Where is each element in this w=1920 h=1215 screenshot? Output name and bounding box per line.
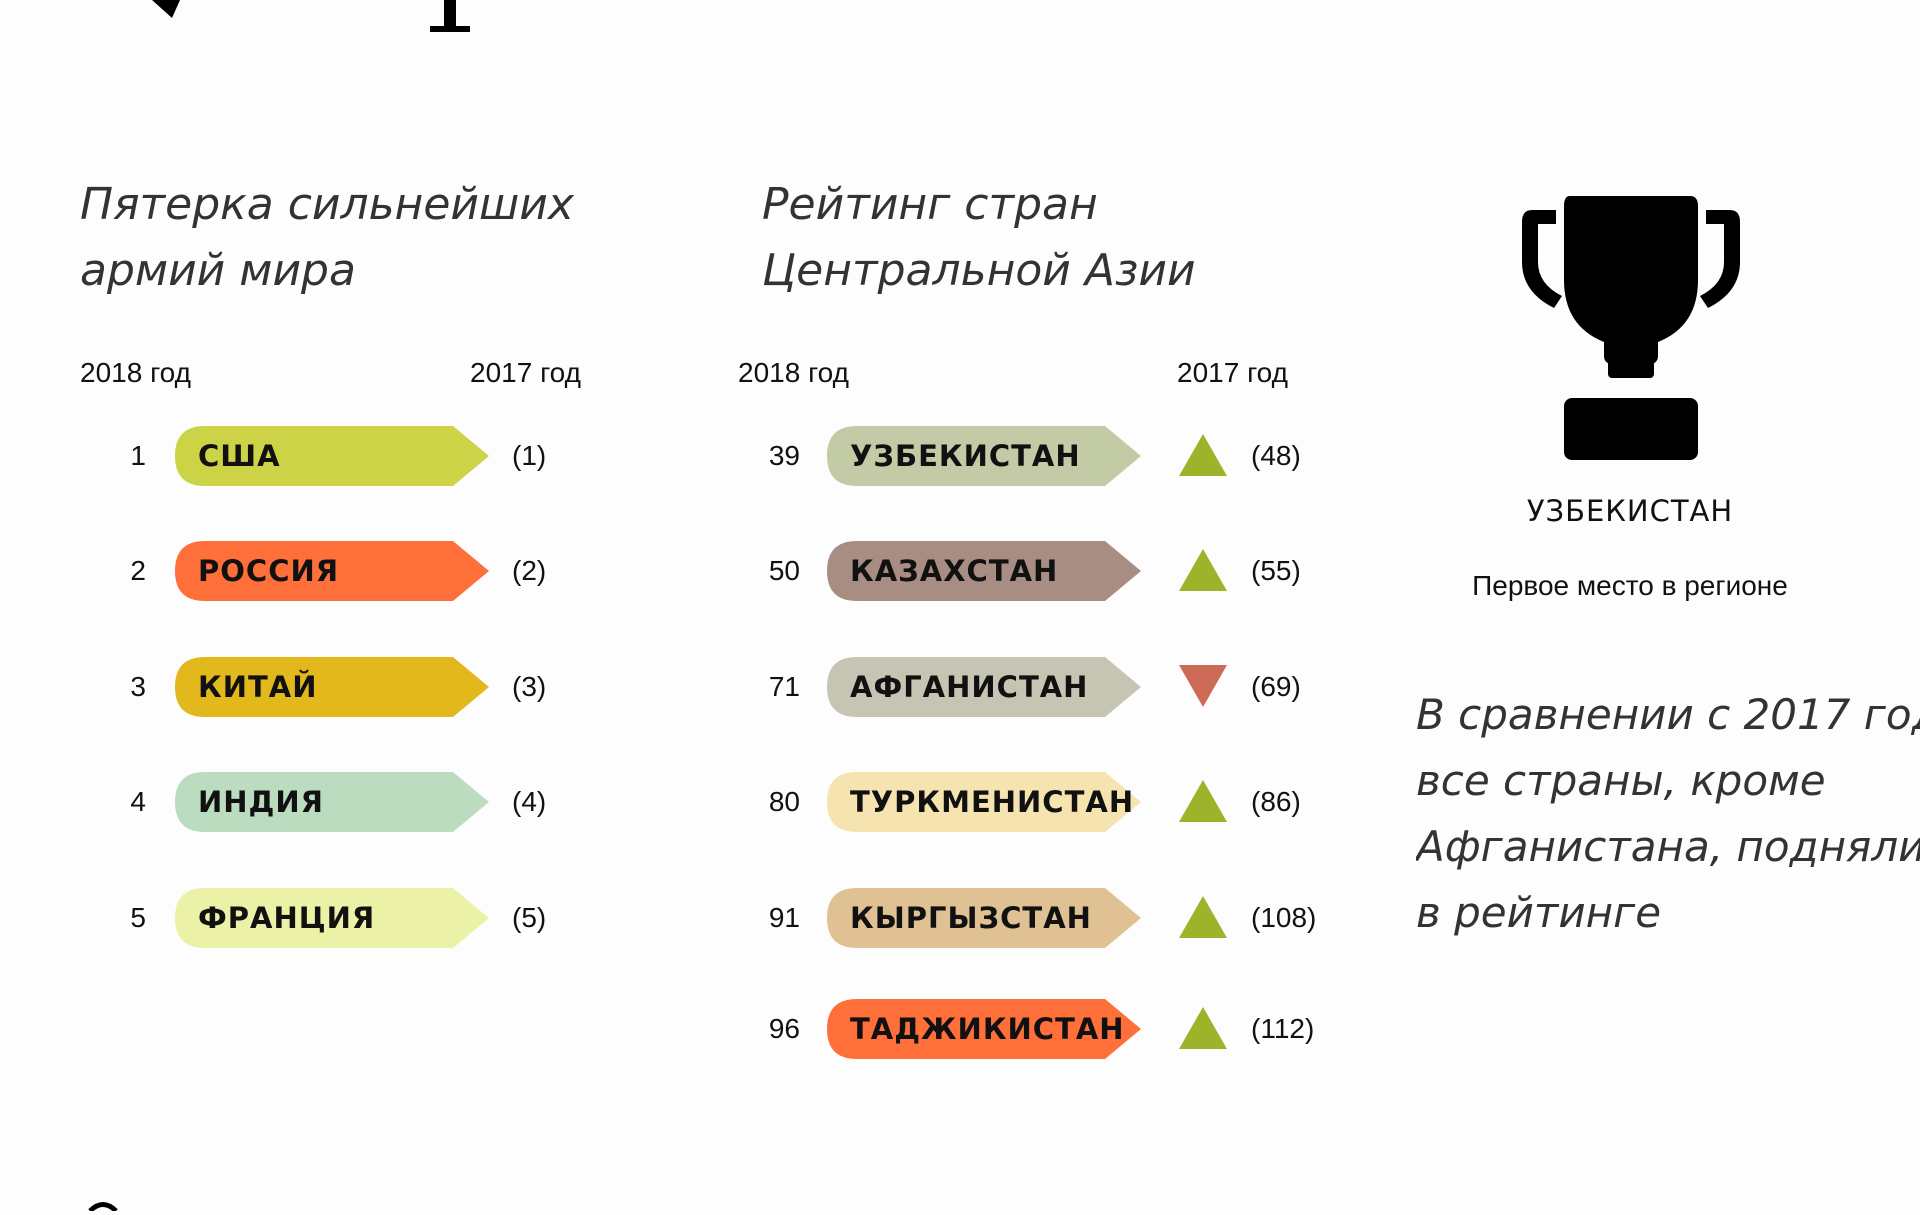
trend-up-icon xyxy=(1179,434,1227,476)
middle-title-line2: Центральной Азии xyxy=(762,245,1196,296)
arrow-shape xyxy=(175,426,489,486)
country-arrow: ИНДИЯ xyxy=(173,770,491,834)
arrow-shape xyxy=(827,426,1141,486)
arrow-shape xyxy=(175,772,489,832)
rank-2017: (112) xyxy=(1251,1013,1315,1044)
ranking-row: 39 УЗБЕКИСТАН (48) xyxy=(0,424,1400,488)
rank-2017: (4) xyxy=(512,786,547,817)
rank-2017: (48) xyxy=(1251,440,1301,471)
arrow-shape xyxy=(827,657,1141,717)
arrow-shape xyxy=(175,541,489,601)
country-arrow: ТУРКМЕНИСТАН xyxy=(825,770,1143,834)
country-arrow: ТАДЖИКИСТАН xyxy=(825,997,1143,1061)
winner-caption: Первое место в регионе xyxy=(1472,570,1788,601)
left-year-2017: 2017 год xyxy=(470,357,581,388)
country-name: КИТАЙ xyxy=(198,670,318,704)
rank-2018: 96 xyxy=(768,1013,800,1044)
trend-up-icon xyxy=(1179,780,1227,822)
ranking-row: 2 РОССИЯ (2) xyxy=(0,539,1400,603)
arrow-shape xyxy=(827,541,1141,601)
rank-2018: 1 xyxy=(130,440,146,471)
country-name: ФРАНЦИЯ xyxy=(198,901,376,935)
rank-2017: (55) xyxy=(1251,555,1301,586)
rank-2018: 39 xyxy=(768,440,800,471)
rank-2018: 2 xyxy=(130,555,146,586)
middle-title-line1: Рейтинг стран xyxy=(762,179,1098,230)
cropped-glyph-left xyxy=(152,0,180,18)
rank-2017: (5) xyxy=(512,902,547,933)
rank-2017: (3) xyxy=(512,671,547,702)
comparison-comment: В сравнении с 2017 годом все страны, кро… xyxy=(1416,682,1920,946)
country-arrow: КЫРГЫЗСТАН xyxy=(825,886,1143,950)
ranking-row: 5 ФРАНЦИЯ (5) xyxy=(0,886,1400,950)
trend-up-icon xyxy=(1179,549,1227,591)
cropped-header-fragment xyxy=(150,0,190,22)
rank-2017: (69) xyxy=(1251,671,1301,702)
country-name: АФГАНИСТАН xyxy=(850,670,1089,704)
middle-panel-title: Рейтинг стран Центральной Азии xyxy=(762,172,1196,304)
country-arrow: АФГАНИСТАН xyxy=(825,655,1143,719)
country-arrow: РОССИЯ xyxy=(173,539,491,603)
trend-up-icon xyxy=(1179,1007,1227,1049)
country-name: ТУРКМЕНИСТАН xyxy=(850,785,1135,819)
country-arrow: США xyxy=(173,424,491,488)
arrow-shape xyxy=(175,888,489,948)
ranking-row: 50 КАЗАХСТАН (55) xyxy=(0,539,1400,603)
country-arrow: ФРАНЦИЯ xyxy=(173,886,491,950)
ranking-row: 80 ТУРКМЕНИСТАН (86) xyxy=(0,770,1400,834)
country-name: ТАДЖИКИСТАН xyxy=(850,1012,1125,1046)
rank-2017: (108) xyxy=(1251,902,1317,933)
country-name: РОССИЯ xyxy=(198,554,340,588)
country-name: США xyxy=(198,439,281,473)
country-name: УЗБЕКИСТАН xyxy=(850,439,1081,473)
ranking-row: 3 КИТАЙ (3) xyxy=(0,655,1400,719)
rank-2018: 80 xyxy=(768,786,800,817)
ranking-row: 4 ИНДИЯ (4) xyxy=(0,770,1400,834)
comment-line-4: в рейтинге xyxy=(1416,888,1662,937)
left-title-line1: Пятерка сильнейших xyxy=(80,179,574,230)
arrow-shape xyxy=(827,772,1141,832)
ranking-row: 96 ТАДЖИКИСТАН (112) xyxy=(0,997,1400,1061)
country-arrow: УЗБЕКИСТАН xyxy=(825,424,1143,488)
middle-year-2018: 2018 год xyxy=(738,357,849,388)
left-title-line2: армий мира xyxy=(80,245,356,296)
rank-2018: 5 xyxy=(130,902,146,933)
country-arrow: КАЗАХСТАН xyxy=(825,539,1143,603)
country-name: ИНДИЯ xyxy=(198,785,324,819)
country-arrow: КИТАЙ xyxy=(173,655,491,719)
middle-year-2017: 2017 год xyxy=(1177,357,1288,388)
comment-line-3: Афганистана, поднялис xyxy=(1416,822,1920,871)
comment-line-2: все страны, кроме xyxy=(1416,756,1826,805)
country-name: КАЗАХСТАН xyxy=(850,554,1059,588)
rank-2018: 50 xyxy=(768,555,800,586)
cropped-glyph-right xyxy=(430,0,470,32)
winner-name: УЗБЕКИСТАН xyxy=(1526,494,1734,528)
ranking-row: 91 КЫРГЫЗСТАН (108) xyxy=(0,886,1400,950)
comment-line-1: В сравнении с 2017 годом xyxy=(1416,690,1920,739)
left-panel-title: Пятерка сильнейших армий мира xyxy=(80,172,574,304)
rank-2017: (2) xyxy=(512,555,547,586)
arrow-shape xyxy=(827,888,1141,948)
rank-2017: (86) xyxy=(1251,786,1301,817)
cropped-footer-fragment xyxy=(88,1196,118,1213)
ranking-row: 1 США (1) xyxy=(0,424,1400,488)
arrow-shape xyxy=(175,657,489,717)
rank-2018: 71 xyxy=(768,671,800,702)
country-name: КЫРГЫЗСТАН xyxy=(850,901,1092,935)
rank-2018: 3 xyxy=(130,671,146,702)
arrow-shape xyxy=(827,999,1141,1059)
rank-2018: 91 xyxy=(768,902,800,933)
cropped-header-fragment-2 xyxy=(428,0,478,36)
ranking-row: 71 АФГАНИСТАН (69) xyxy=(0,655,1400,719)
trend-up-icon xyxy=(1179,896,1227,938)
trend-down-icon xyxy=(1179,665,1227,707)
trophy-icon xyxy=(1518,192,1744,460)
rank-2018: 4 xyxy=(130,786,146,817)
rank-2017: (1) xyxy=(512,440,547,471)
left-year-2018: 2018 год xyxy=(80,357,191,388)
